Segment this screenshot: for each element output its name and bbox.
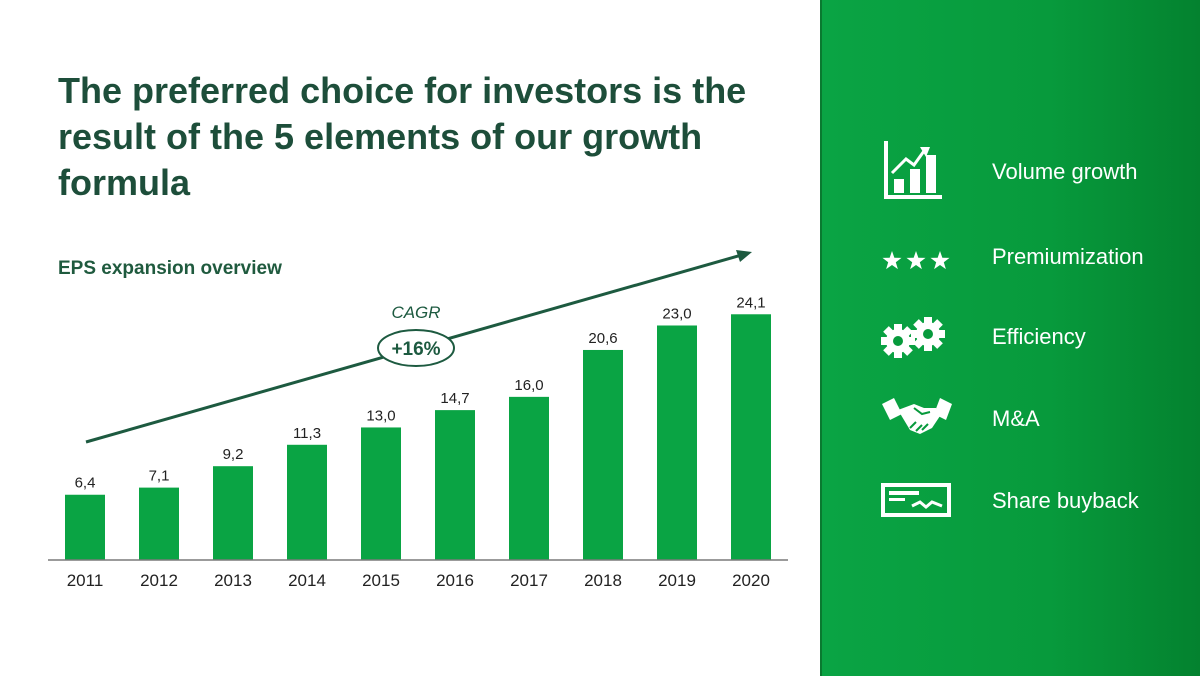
x-tick-label: 2019 xyxy=(658,571,696,590)
x-tick-label: 2017 xyxy=(510,571,548,590)
x-tick-label: 2018 xyxy=(584,571,622,590)
data-label: 13,0 xyxy=(366,407,395,424)
x-tick-label: 2011 xyxy=(67,571,104,590)
content-area: The preferred choice for investors is th… xyxy=(48,70,788,590)
cagr-label: CAGR xyxy=(391,303,440,322)
feature-label: Share buyback xyxy=(992,488,1139,513)
bar xyxy=(65,494,105,560)
data-label: 20,6 xyxy=(588,330,617,347)
data-label: 6,4 xyxy=(75,475,96,492)
x-tick-label: 2012 xyxy=(140,571,178,590)
cagr-arrowhead xyxy=(736,250,752,262)
eps-bar-chart: 6,4 2011 7,1 2012 9,2 2013 11,3 2014 13,0 2015 14,… xyxy=(48,250,788,590)
bar-chart-growth-icon xyxy=(880,137,960,207)
data-label: 11,3 xyxy=(293,425,321,442)
feature-efficiency: Efficiency xyxy=(822,302,1200,372)
x-tick-label: 2020 xyxy=(732,571,770,590)
check-document-icon xyxy=(880,466,960,536)
x-tick-label: 2014 xyxy=(288,571,326,590)
data-label: 7,1 xyxy=(149,468,170,485)
feature-label: Volume growth xyxy=(992,159,1138,184)
x-tick-label: 2015 xyxy=(362,571,400,590)
feature-label: M&A xyxy=(992,406,1040,431)
handshake-icon xyxy=(880,384,960,454)
growth-formula-panel: Volume growth Premiumization xyxy=(820,0,1200,676)
feature-m-and-a: M&A xyxy=(822,384,1200,454)
feature-premiumization: Premiumization xyxy=(822,222,1200,292)
bar xyxy=(139,487,179,560)
feature-label: Premiumization xyxy=(992,244,1144,269)
x-tick-label: 2013 xyxy=(214,571,252,590)
bar xyxy=(287,444,327,560)
data-label: 9,2 xyxy=(223,446,244,463)
bar xyxy=(435,410,475,560)
bar xyxy=(731,314,771,560)
feature-share-buyback: Share buyback xyxy=(822,466,1200,536)
gears-icon xyxy=(880,302,960,372)
cagr-badge xyxy=(377,329,455,367)
bar xyxy=(657,325,697,560)
three-stars-icon xyxy=(880,222,960,292)
page-title: The preferred choice for investors is th… xyxy=(58,70,747,203)
bar xyxy=(583,349,623,560)
feature-label: Efficiency xyxy=(992,324,1086,349)
data-label: 23,0 xyxy=(662,305,691,322)
data-label: 14,7 xyxy=(440,390,469,407)
bar xyxy=(213,466,253,560)
chart-subtitle: EPS expansion overview xyxy=(58,258,282,279)
x-tick-label: 2016 xyxy=(436,571,474,590)
data-label: 16,0 xyxy=(514,377,543,394)
cagr-value: +16% xyxy=(391,339,440,360)
data-label: 24,1 xyxy=(736,294,765,311)
bar xyxy=(509,396,549,560)
bar xyxy=(361,427,401,560)
feature-volume-growth: Volume growth xyxy=(822,137,1200,207)
